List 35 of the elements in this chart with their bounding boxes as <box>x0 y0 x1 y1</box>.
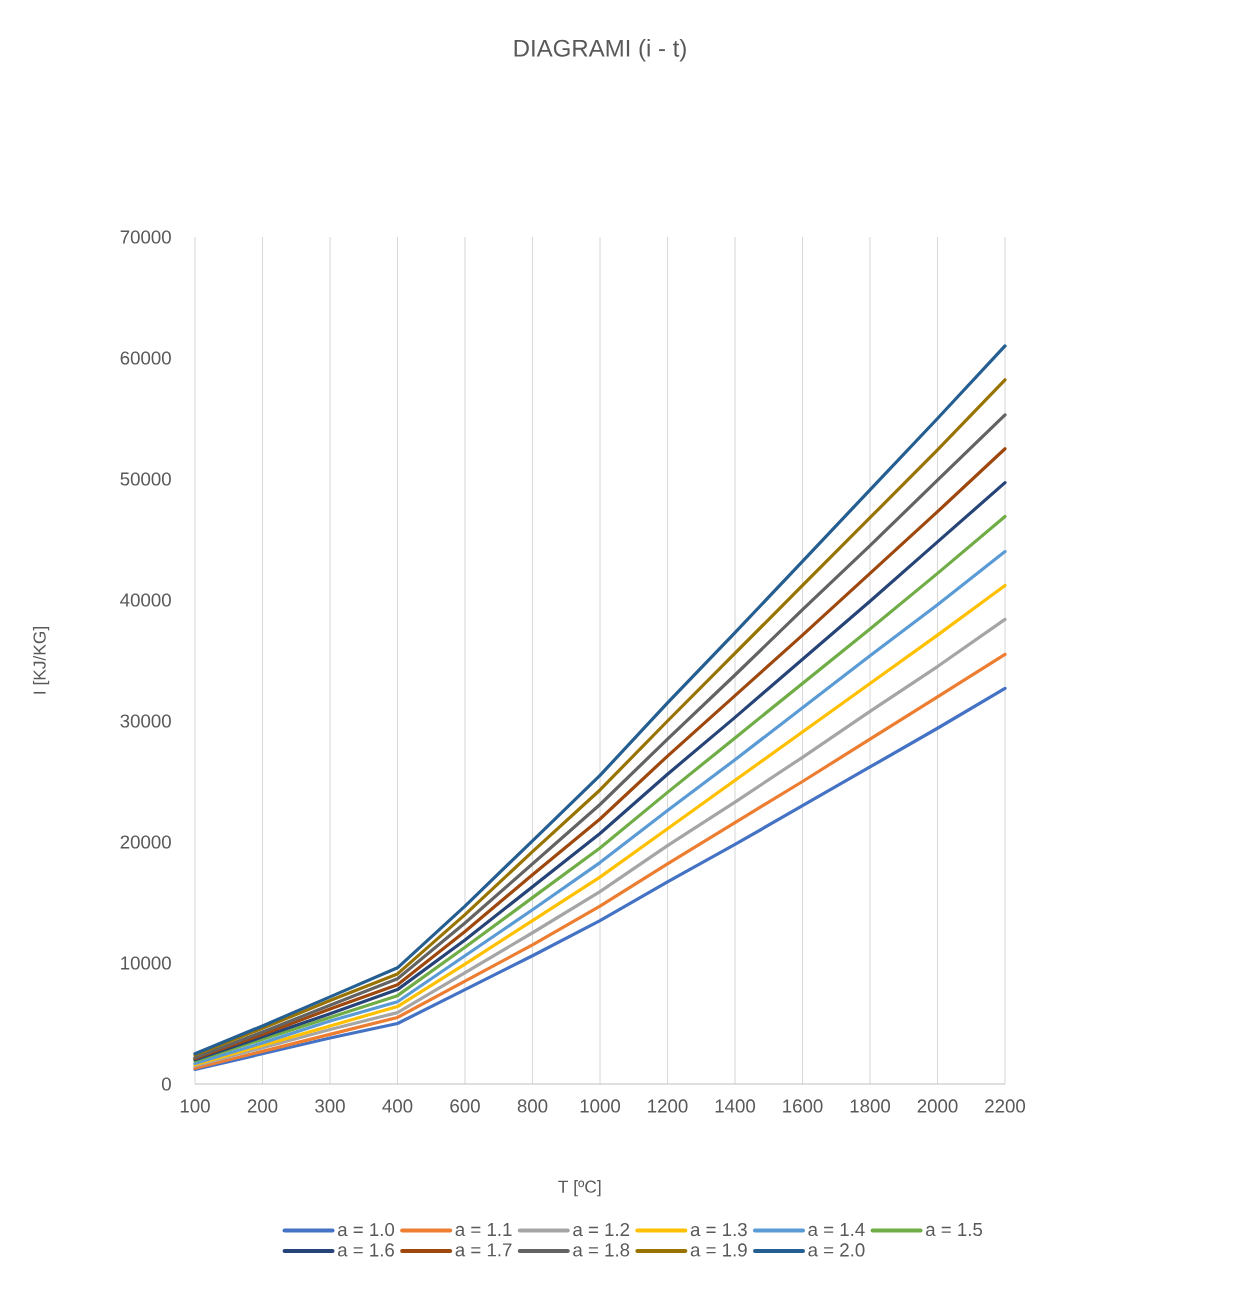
y-tick-label: 70000 <box>120 230 171 244</box>
x-tick-label: 1600 <box>783 1099 823 1113</box>
legend-label: a = 1.5 <box>926 1223 983 1237</box>
x-tick-label: 1200 <box>648 1099 688 1113</box>
x-tick-label: 1000 <box>580 1099 621 1113</box>
legend-label: a = 1.2 <box>573 1222 630 1237</box>
y-tick-label: 50000 <box>120 472 171 486</box>
x-axis-title: T [ºC] <box>558 1180 601 1197</box>
legend-label: a = 1.4 <box>808 1223 865 1237</box>
chart-title: DIAGRAMI (i - t) <box>514 39 686 62</box>
legend-label: a = 1.1 <box>455 1223 512 1237</box>
x-tick-label: 400 <box>382 1099 413 1113</box>
legend-label: a = 1.6 <box>338 1243 394 1257</box>
y-tick-label: 60000 <box>120 351 171 365</box>
x-tick-label: 1800 <box>850 1099 891 1113</box>
y-tick-label: 30000 <box>120 714 171 728</box>
legend-label: a = 1.3 <box>690 1222 747 1237</box>
legend-label: a = 1.9 <box>690 1243 747 1257</box>
y-tick-label: 0 <box>161 1077 171 1091</box>
legend-label: a = 1.0 <box>338 1222 395 1237</box>
y-tick-label: 40000 <box>120 593 171 607</box>
x-tick-label: 2000 <box>917 1099 958 1113</box>
x-tick-label: 600 <box>450 1099 480 1113</box>
x-tick-label: 2200 <box>985 1099 1026 1113</box>
x-tick-label: 100 <box>180 1099 210 1113</box>
x-tick-label: 300 <box>315 1099 345 1113</box>
legend-label: a = 1.8 <box>573 1243 630 1257</box>
y-axis-title: I [KJ/KG] <box>33 627 50 694</box>
legend-label: a = 2.0 <box>808 1243 865 1257</box>
y-tick-label: 10000 <box>121 956 171 970</box>
legend-label: a = 1.7 <box>455 1243 512 1257</box>
x-tick-label: 200 <box>247 1099 278 1113</box>
x-tick-label: 1400 <box>715 1099 756 1113</box>
x-tick-label: 800 <box>517 1099 548 1113</box>
y-tick-label: 20000 <box>120 835 171 849</box>
